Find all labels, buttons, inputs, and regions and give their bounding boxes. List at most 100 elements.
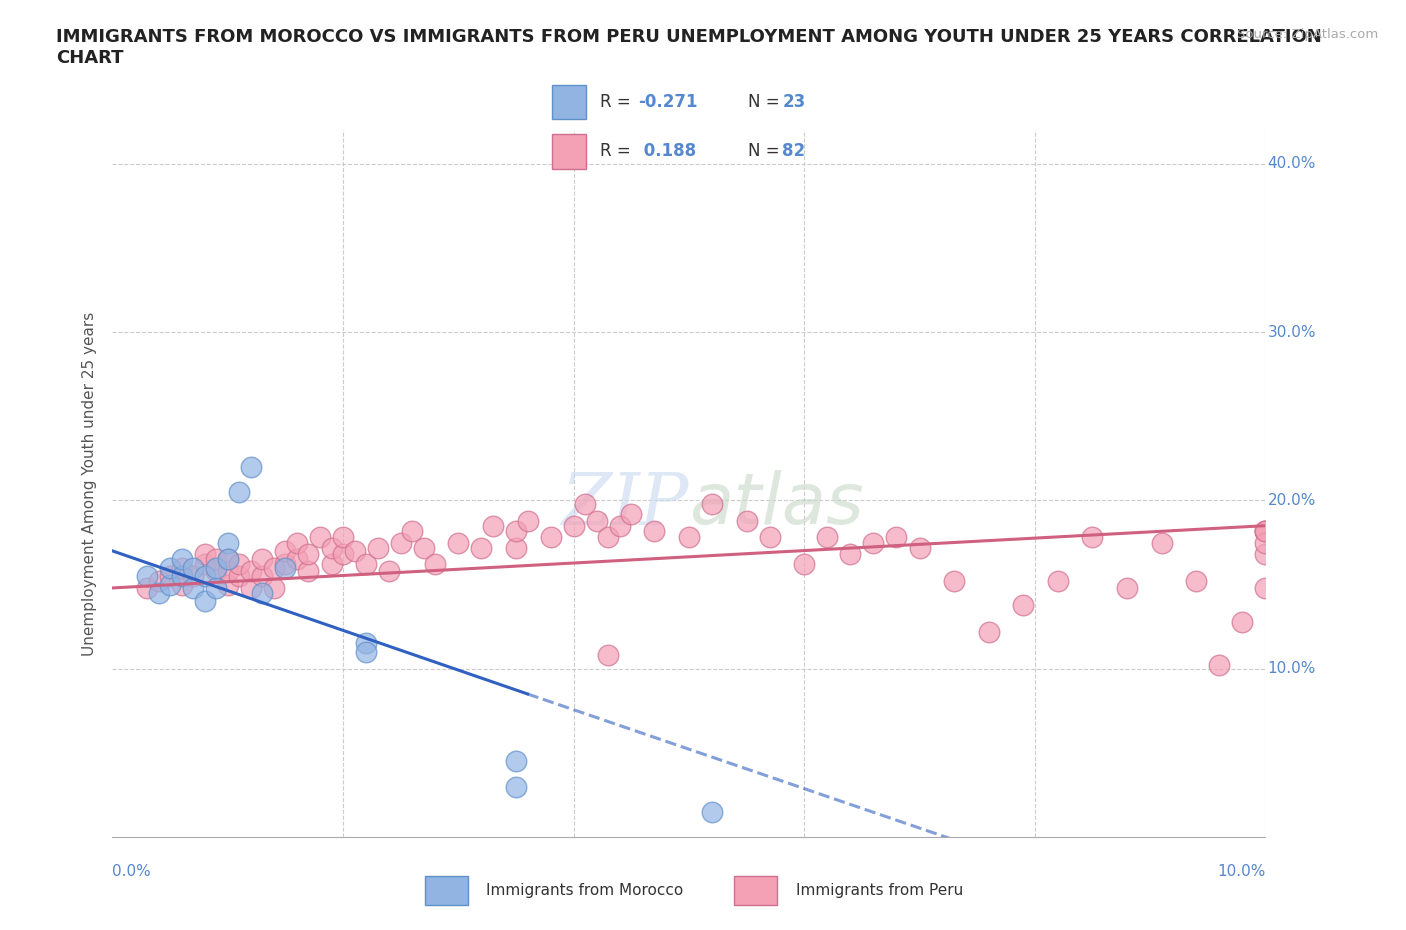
- Point: [239, 459, 262, 474]
- Point: [793, 557, 815, 572]
- Point: [194, 594, 217, 609]
- FancyBboxPatch shape: [425, 876, 468, 905]
- Point: [354, 644, 377, 659]
- Text: R =: R =: [600, 142, 636, 160]
- Point: [217, 535, 239, 550]
- Point: [643, 524, 665, 538]
- Text: 0.0%: 0.0%: [112, 864, 152, 879]
- Text: 30.0%: 30.0%: [1268, 325, 1316, 339]
- Point: [274, 543, 297, 558]
- Point: [908, 540, 931, 555]
- Point: [1150, 535, 1173, 550]
- Point: [378, 564, 401, 578]
- Point: [700, 497, 723, 512]
- Point: [181, 580, 204, 595]
- Point: [309, 530, 332, 545]
- Text: IMMIGRANTS FROM MOROCCO VS IMMIGRANTS FROM PERU UNEMPLOYMENT AMONG YOUTH UNDER 2: IMMIGRANTS FROM MOROCCO VS IMMIGRANTS FR…: [56, 28, 1322, 67]
- Point: [1254, 524, 1277, 538]
- Point: [977, 624, 1000, 639]
- Point: [274, 557, 297, 572]
- Point: [170, 560, 193, 575]
- Point: [678, 530, 700, 545]
- Point: [1185, 574, 1208, 589]
- Point: [332, 547, 354, 562]
- Point: [886, 530, 908, 545]
- Point: [505, 779, 527, 794]
- Point: [839, 547, 862, 562]
- Point: [321, 540, 343, 555]
- Point: [239, 564, 262, 578]
- Point: [205, 580, 228, 595]
- Point: [343, 543, 366, 558]
- Point: [620, 507, 643, 522]
- Point: [1012, 597, 1035, 612]
- Point: [252, 586, 274, 601]
- Text: N =: N =: [748, 93, 785, 112]
- Point: [194, 557, 217, 572]
- Point: [447, 535, 470, 550]
- Point: [562, 518, 585, 533]
- Point: [505, 524, 527, 538]
- Text: Immigrants from Peru: Immigrants from Peru: [796, 883, 963, 898]
- Text: Source: ZipAtlas.com: Source: ZipAtlas.com: [1237, 28, 1378, 41]
- FancyBboxPatch shape: [551, 86, 586, 119]
- Point: [1254, 524, 1277, 538]
- Text: N =: N =: [748, 142, 785, 160]
- Point: [181, 569, 204, 584]
- Point: [217, 564, 239, 578]
- Text: 10.0%: 10.0%: [1218, 864, 1265, 879]
- FancyBboxPatch shape: [734, 876, 778, 905]
- Point: [516, 513, 538, 528]
- Point: [239, 580, 262, 595]
- Point: [205, 560, 228, 575]
- Point: [585, 513, 607, 528]
- Point: [217, 551, 239, 566]
- Text: Immigrants from Morocco: Immigrants from Morocco: [486, 883, 683, 898]
- Point: [170, 569, 193, 584]
- Point: [228, 557, 250, 572]
- Point: [263, 560, 285, 575]
- Point: [170, 551, 193, 566]
- Text: 10.0%: 10.0%: [1268, 661, 1316, 676]
- FancyBboxPatch shape: [551, 134, 586, 168]
- Point: [263, 580, 285, 595]
- Point: [285, 551, 308, 566]
- Point: [1208, 658, 1230, 672]
- Point: [297, 564, 319, 578]
- Text: 82: 82: [782, 142, 806, 160]
- Text: ZIP: ZIP: [561, 470, 689, 540]
- Point: [159, 578, 181, 592]
- Point: [194, 547, 217, 562]
- Point: [1254, 535, 1277, 550]
- Text: -0.271: -0.271: [638, 93, 697, 112]
- Point: [425, 557, 447, 572]
- Point: [136, 569, 159, 584]
- Point: [148, 586, 170, 601]
- Point: [598, 530, 620, 545]
- Point: [505, 754, 527, 769]
- Point: [482, 518, 505, 533]
- Text: R =: R =: [600, 93, 636, 112]
- Point: [205, 551, 228, 566]
- Point: [181, 560, 204, 575]
- Point: [540, 530, 562, 545]
- Point: [252, 569, 274, 584]
- Point: [274, 560, 297, 575]
- Text: 23: 23: [782, 93, 806, 112]
- Text: 40.0%: 40.0%: [1268, 156, 1316, 171]
- Text: 0.188: 0.188: [638, 142, 696, 160]
- Point: [367, 540, 389, 555]
- Point: [285, 535, 308, 550]
- Point: [598, 648, 620, 663]
- Point: [205, 564, 228, 578]
- Point: [758, 530, 780, 545]
- Point: [217, 551, 239, 566]
- Point: [862, 535, 884, 550]
- Point: [1232, 614, 1254, 629]
- Point: [228, 485, 250, 499]
- Point: [943, 574, 966, 589]
- Point: [1046, 574, 1069, 589]
- Point: [700, 804, 723, 819]
- Point: [1254, 524, 1277, 538]
- Y-axis label: Unemployment Among Youth under 25 years: Unemployment Among Youth under 25 years: [82, 312, 97, 656]
